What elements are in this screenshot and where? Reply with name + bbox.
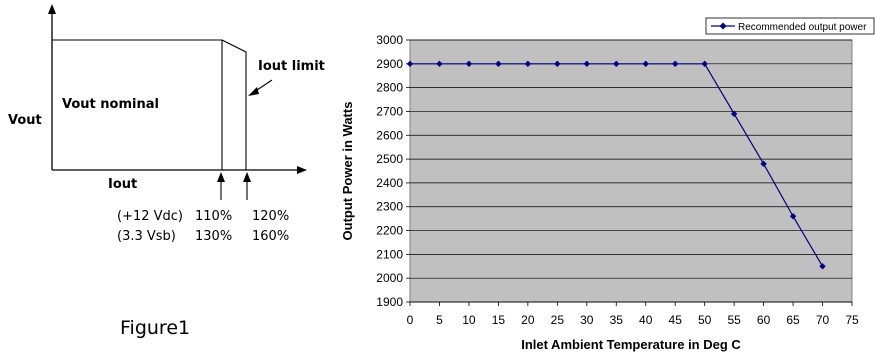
x-tick-label: 10 [462, 313, 476, 327]
data-point [701, 60, 708, 68]
y-tick-label: 2200 [376, 224, 403, 238]
foldback-outline [221, 39, 247, 170]
iout-limit-label: Iout limit [258, 59, 325, 74]
y-tick-label: 2800 [376, 81, 403, 95]
x-tick-label: 75 [845, 313, 859, 327]
plot-area [409, 39, 853, 303]
data-point [642, 60, 649, 68]
series-layer [406, 60, 826, 270]
x-tick-label: 65 [786, 313, 800, 327]
y-tick-label: 2300 [376, 200, 403, 214]
data-point [760, 160, 767, 168]
figure-caption: Figure1 [120, 317, 190, 339]
data-point [495, 60, 502, 68]
vout-nominal-label: Vout nominal [62, 97, 159, 112]
data-point [524, 60, 532, 68]
legend-label: Recommended output power [738, 22, 867, 33]
data-point [583, 60, 590, 68]
data-point [613, 60, 620, 68]
legend-marker-icon [719, 22, 727, 30]
x-tick-label: 60 [757, 313, 771, 327]
y-tick-label: 2000 [376, 271, 403, 285]
x-tick-label: 15 [492, 313, 506, 327]
x-tick-label: 30 [580, 313, 594, 327]
rail-3v3-label: (3.3 Vsb) [117, 229, 176, 244]
iout-axis-arrow-icon [297, 166, 307, 174]
legend-box [705, 17, 875, 35]
rail-12v-knee: 110% [195, 209, 232, 224]
data-point [465, 60, 473, 68]
limit-arrow-icon [243, 172, 251, 182]
y-tick-label: 2100 [376, 247, 403, 261]
foldback-diagram: Vout Vout nominal Iout limit Iout (+12 V… [8, 4, 325, 339]
x-axis-title: Inlet Ambient Temperature in Deg C [521, 337, 741, 352]
x-tick-label: 45 [669, 313, 683, 327]
rail-3v3-limit: 160% [252, 229, 289, 244]
x-tick-label: 70 [816, 313, 830, 327]
rail-12v-label: (+12 Vdc) [117, 209, 183, 224]
y-tick-label: 1900 [376, 295, 403, 309]
y-tick-label: 2400 [376, 176, 403, 190]
y-axis-title: Output Power in Watts [340, 102, 355, 241]
x-tick-label: 20 [521, 313, 535, 327]
y-tick-label: 2600 [376, 128, 403, 142]
data-point [406, 60, 414, 68]
iout-limit-arrow-icon [248, 87, 259, 96]
rail-3v3-knee: 130% [195, 229, 232, 244]
x-tick-label: 25 [551, 313, 565, 327]
x-tick-label: 0 [407, 313, 414, 327]
x-tick-label: 50 [698, 313, 712, 327]
data-point [819, 263, 826, 270]
legend: Recommended output power [705, 17, 875, 35]
power-derating-chart: 1900 2000 2100 2200 2300 2400 2500 2600 2700 2800… [340, 17, 875, 352]
y-tick-label: 2900 [376, 57, 403, 71]
iout-axis-label: Iout [108, 177, 137, 192]
x-tick-label: 35 [610, 313, 624, 327]
x-tick-label: 55 [727, 313, 741, 327]
y-tick-label: 3000 [376, 33, 403, 47]
y-tick-labels: 1900 2000 2100 2200 2300 2400 2500 2600 2700 2800… [376, 33, 410, 309]
data-point [789, 213, 797, 220]
y-tick-label: 2500 [376, 152, 403, 166]
vout-axis-label: Vout [8, 113, 42, 128]
vout-axis-arrow-icon [48, 4, 56, 14]
x-tick-label: 5 [436, 313, 443, 327]
rail-12v-limit: 120% [252, 209, 289, 224]
x-tick-labels: 0 5 10 15 20 25 30 35 40 45 50 55 60 65 70 75 [407, 301, 859, 327]
data-point [730, 110, 738, 118]
data-point [554, 60, 561, 68]
y-tick-label: 2700 [376, 104, 403, 118]
data-point [672, 60, 679, 68]
data-point [436, 60, 443, 68]
x-tick-label: 40 [639, 313, 653, 327]
knee-arrow-icon [217, 172, 225, 182]
